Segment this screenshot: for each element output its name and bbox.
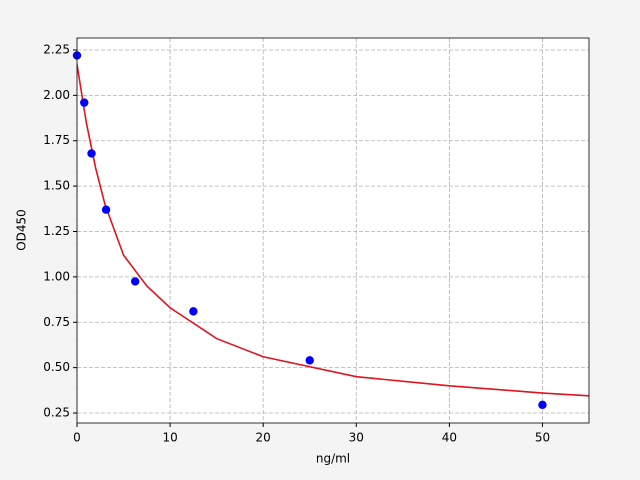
data-point <box>189 307 198 316</box>
fit-curve <box>77 64 589 397</box>
data-point <box>101 205 111 214</box>
y-tick-label: 2.25 <box>43 42 70 56</box>
data-point <box>538 400 547 410</box>
x-tick-label: 20 <box>256 431 271 445</box>
y-tick-label: 1.75 <box>43 133 70 147</box>
y-tick-label: 1.00 <box>43 269 70 283</box>
y-tick-label: 0.75 <box>43 315 70 329</box>
data-point <box>305 356 314 365</box>
y-tick-label: 2.00 <box>43 88 70 102</box>
plot-frame <box>76 37 590 424</box>
x-tick-label: 50 <box>535 431 550 445</box>
data-point <box>130 277 140 286</box>
y-tick-label: 1.50 <box>43 179 70 193</box>
data-point <box>87 149 96 158</box>
y-tick-label: 0.25 <box>43 406 70 420</box>
x-tick-label: 10 <box>162 431 177 445</box>
x-tick-label: 30 <box>349 431 364 445</box>
x-tick-label: 40 <box>442 431 457 445</box>
x-tick-label: 0 <box>73 431 81 445</box>
plot-area <box>77 38 589 423</box>
data-point <box>80 98 89 107</box>
y-tick-label: 0.50 <box>43 360 70 374</box>
y-tick-label: 1.25 <box>43 224 70 238</box>
y-axis-label: OD450 <box>15 209 29 251</box>
x-axis-label: ng/ml <box>316 452 350 466</box>
